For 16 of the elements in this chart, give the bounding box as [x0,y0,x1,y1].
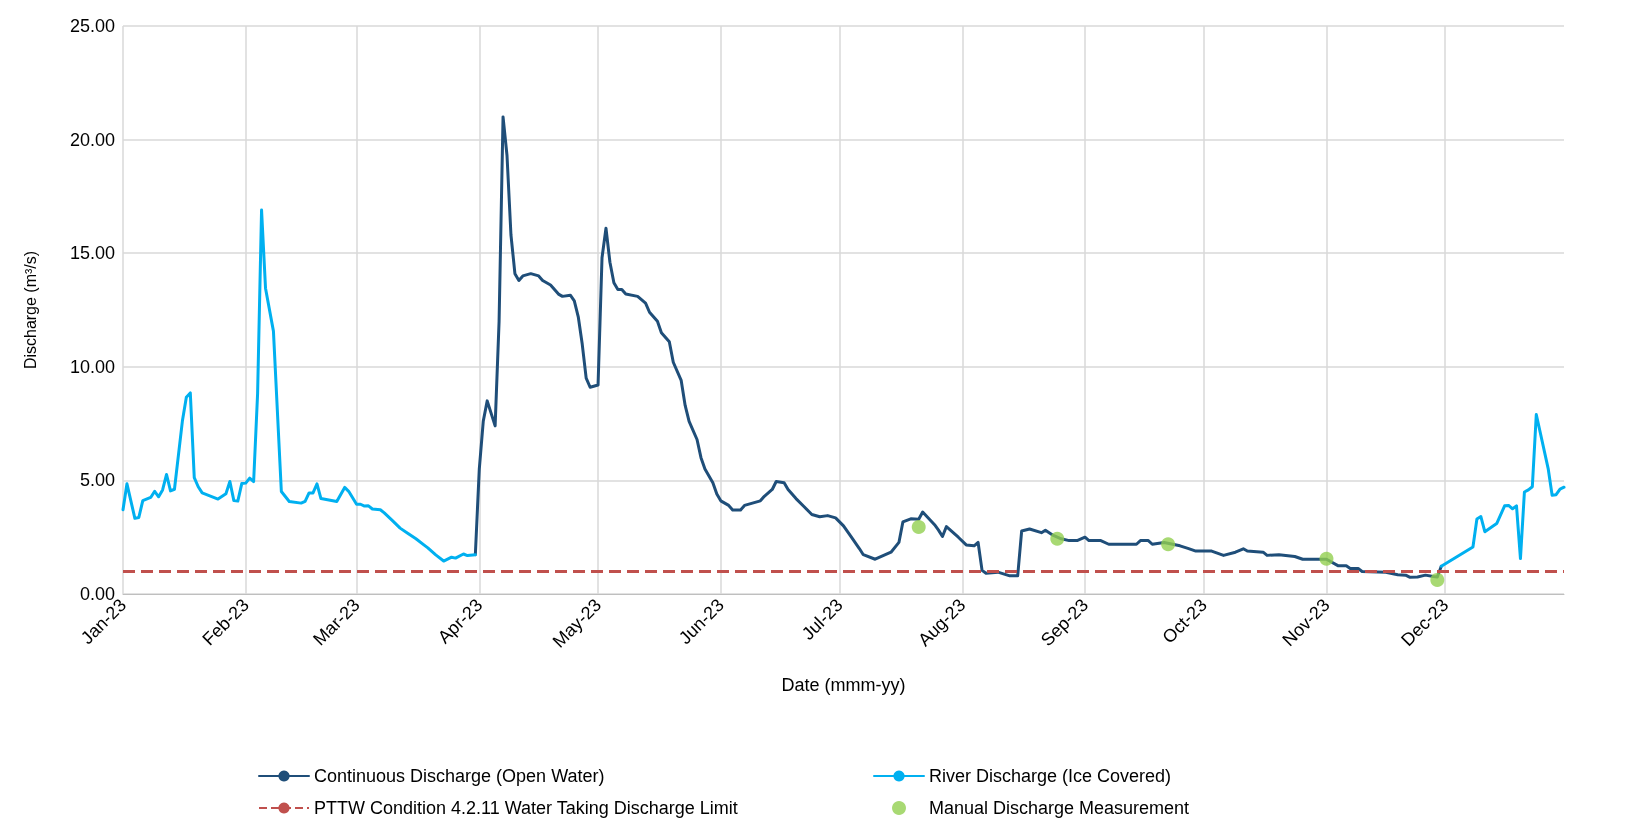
y-tick-label: 5.00 [79,470,115,491]
point [1050,531,1065,546]
legend-label: Manual Discharge Measurement [929,798,1190,818]
legend-label: River Discharge (Ice Covered) [929,766,1172,786]
x-axis-title: Date (mmm-yy) [781,675,906,695]
point [911,519,926,534]
y-tick-label: 15.00 [69,243,115,264]
point [1319,551,1334,566]
y-tick-label: 10.00 [69,356,115,377]
point [1430,572,1445,587]
point [1161,537,1176,552]
legend-label: PTTW Condition 4.2.11 Water Taking Discharge Limit [314,798,738,818]
y-tick-label: 25.00 [69,16,115,36]
legend-label: Continuous Discharge (Open Water) [314,766,605,786]
y-axis-title: Discharge (m³/s) [21,250,39,370]
y-tick-label: 20.00 [69,129,115,150]
